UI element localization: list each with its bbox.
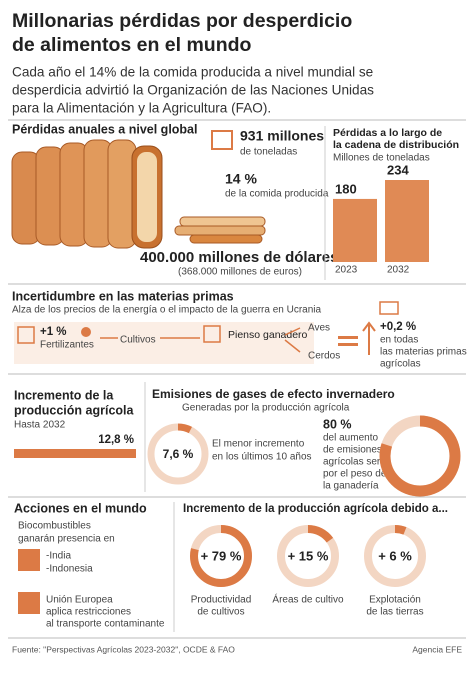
icon xyxy=(203,325,221,343)
stat-value: 80 % xyxy=(323,417,352,431)
panel-title: Pérdidas a lo largo de xyxy=(333,127,442,139)
note: por el peso de xyxy=(323,469,387,480)
up-arrow xyxy=(362,321,376,355)
section-title: producción agrícola xyxy=(14,403,135,417)
stat-unit: de la comida producida xyxy=(225,189,329,200)
section-title: Emisiones de gases de efecto invernadero xyxy=(152,387,395,401)
stat-value: 931 millones xyxy=(240,128,324,144)
box-icon xyxy=(211,130,233,150)
agency: Agencia EFE xyxy=(412,644,462,654)
stat-unit: de toneladas xyxy=(240,147,297,158)
bar-chart: 180 2023 234 2032 xyxy=(333,162,429,276)
ring-arc xyxy=(147,423,209,485)
section-subtitle: Alza de los precios de la energía o el i… xyxy=(12,305,322,316)
bar xyxy=(333,198,377,262)
section-subtitle: Hasta 2032 xyxy=(14,420,66,431)
title-line: de alimentos en el mundo xyxy=(12,34,252,56)
flow-value: +1 % xyxy=(40,326,67,338)
flow-value: +0,2 % xyxy=(380,321,416,333)
subtitle-line: desperdicia advirtió la Organización de … xyxy=(12,83,374,98)
flow-label: Cultivos xyxy=(120,335,156,346)
note: agrícolas será xyxy=(323,457,386,468)
bar-label: 12,8 % xyxy=(98,434,134,446)
note: -India xyxy=(46,551,71,562)
note: -Indonesia xyxy=(46,564,93,575)
ring-label: + 15 % xyxy=(288,548,329,563)
section-title: Acciones en el mundo xyxy=(14,501,147,515)
source: Fuente: "Perspectivas Agrícolas 2023-203… xyxy=(12,644,235,654)
subtitle-line: para la Alimentación y la Agricultura (F… xyxy=(12,101,271,116)
title-line: Millonarias pérdidas por desperdicio xyxy=(12,10,352,32)
x-tick-label: 2032 xyxy=(387,265,410,276)
ring-caption: de las tierras xyxy=(366,607,423,618)
section-title: Incremento de la xyxy=(14,388,114,402)
section-title: Pérdidas anuales a nivel global xyxy=(12,122,198,136)
tractor-icon xyxy=(379,301,399,315)
flow-label: Fertilizantes xyxy=(40,340,94,351)
note: la ganadería xyxy=(323,481,379,492)
arrow xyxy=(284,339,301,353)
section-title: Incertidumbre en las materias primas xyxy=(12,289,234,303)
bar-value: 234 xyxy=(387,162,409,177)
ring-caption: Áreas de cultivo xyxy=(272,593,344,606)
note: Unión Europea xyxy=(46,595,113,606)
flow-label: Cerdos xyxy=(308,351,340,362)
ring-label: 7,6 % xyxy=(163,447,194,461)
stat-value: 400.000 millones de dólares xyxy=(140,249,338,266)
note: El menor incremento xyxy=(212,439,305,450)
panel-unit: Millones de toneladas xyxy=(333,153,430,164)
ring-caption: Productividad xyxy=(191,595,252,606)
note: del aumento xyxy=(323,433,378,444)
icon xyxy=(17,326,35,344)
section-subtitle: Generadas por la producción agrícola xyxy=(182,403,350,414)
flow-label: Aves xyxy=(308,323,330,334)
note: ganarán presencia en xyxy=(18,534,115,545)
flow-label: agrícolas xyxy=(380,359,421,370)
flow-label: las materias primas xyxy=(380,347,467,358)
stat-unit: (368.000 millones de euros) xyxy=(178,267,302,278)
arrow xyxy=(284,327,301,336)
bar xyxy=(385,180,429,262)
ring-arc xyxy=(364,525,426,587)
bar-value: 180 xyxy=(335,181,357,196)
equals-sign xyxy=(338,343,358,346)
section-title: Incremento de la producción agrícola deb… xyxy=(183,501,448,515)
x-tick-label: 2023 xyxy=(335,265,358,276)
ring-arc xyxy=(190,525,252,587)
ring-caption: de cultivos xyxy=(197,607,244,618)
bread-illustration xyxy=(11,139,266,249)
coin-icon xyxy=(81,327,91,337)
ring-caption: Explotación xyxy=(369,595,421,606)
note: de emisiones xyxy=(323,445,382,456)
note: Biocombustibles xyxy=(18,521,91,532)
note: aplica restricciones xyxy=(46,607,131,618)
bar xyxy=(14,449,136,458)
note: al transporte contaminante xyxy=(46,619,165,630)
icon xyxy=(18,592,40,614)
subtitle-line: Cada año el 14% de la comida producida a… xyxy=(12,65,373,80)
ring-label: + 79 % xyxy=(201,548,242,563)
ring-arc xyxy=(379,415,461,497)
ring-arc xyxy=(277,525,339,587)
stat-value: 14 % xyxy=(225,171,257,187)
equals-sign xyxy=(338,336,358,339)
ring-label: + 6 % xyxy=(378,548,412,563)
flow-label: en todas xyxy=(380,335,418,346)
flow-background xyxy=(14,322,314,364)
panel-title: la cadena de distribución xyxy=(333,139,459,151)
icon xyxy=(18,549,40,571)
flow-label: Pienso ganadero xyxy=(228,329,308,341)
note: en los últimos 10 años xyxy=(212,452,312,463)
